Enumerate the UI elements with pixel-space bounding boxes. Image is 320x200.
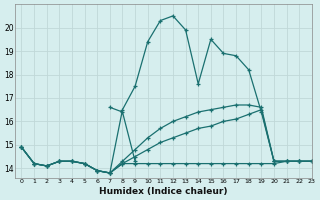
- X-axis label: Humidex (Indice chaleur): Humidex (Indice chaleur): [99, 187, 228, 196]
